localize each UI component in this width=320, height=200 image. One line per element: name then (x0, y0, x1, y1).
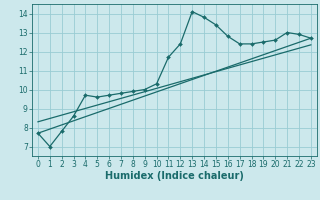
X-axis label: Humidex (Indice chaleur): Humidex (Indice chaleur) (105, 171, 244, 181)
